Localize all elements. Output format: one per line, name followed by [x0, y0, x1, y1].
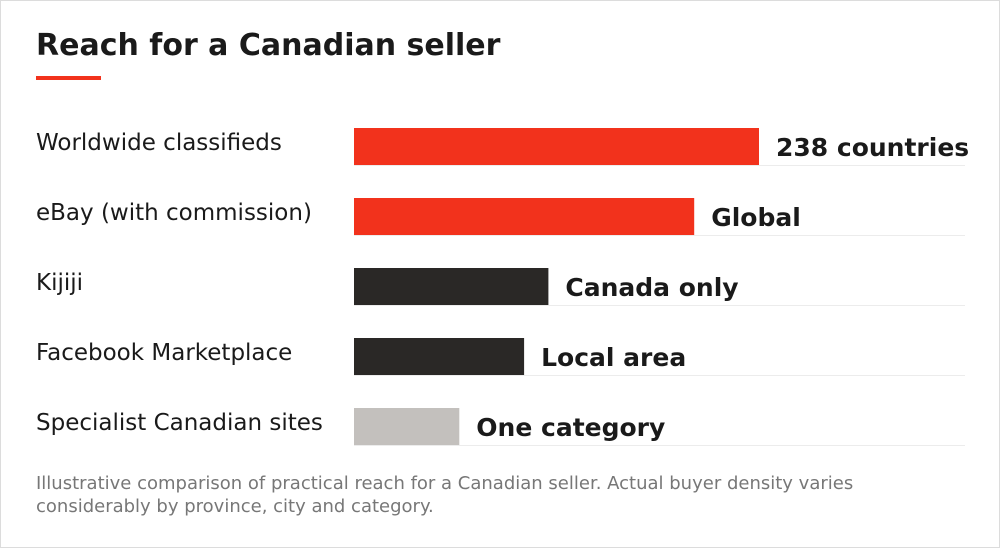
chart-title: Reach for a Canadian seller [36, 28, 501, 63]
bar [354, 408, 460, 445]
category-label: eBay (with commission) [36, 200, 312, 226]
bar [354, 128, 759, 165]
bar [354, 198, 695, 235]
bar [354, 338, 525, 375]
chart-footnote: Illustrative comparison of practical rea… [36, 473, 854, 517]
category-label: Specialist Canadian sites [36, 410, 323, 436]
value-label: One category [476, 413, 665, 442]
title-accent-rule [36, 76, 101, 80]
bar [354, 268, 549, 305]
value-label: Global [711, 203, 801, 232]
category-label: Facebook Marketplace [36, 340, 292, 366]
value-label: 238 countries [776, 133, 969, 162]
category-label: Worldwide classifieds [36, 130, 282, 156]
category-label: Kijiji [36, 270, 83, 296]
value-label: Local area [541, 343, 686, 372]
value-label: Canada only [565, 273, 738, 302]
